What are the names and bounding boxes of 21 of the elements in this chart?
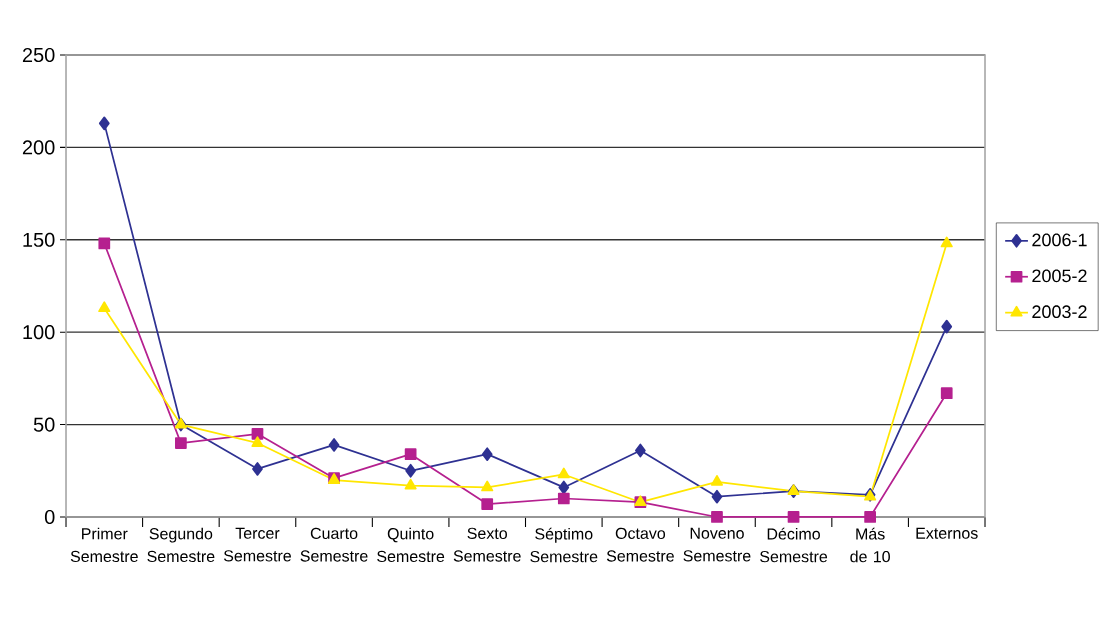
y-tick-label: 150 (23, 232, 55, 247)
y-tick-label: 250 (22, 47, 55, 63)
x-tick-label: Décimo Semestre (760, 527, 828, 563)
legend-label: 2006-1 (1032, 233, 1087, 247)
x-tick-label: Quinto Semestre (377, 527, 445, 563)
x-tick-label: Más de 10 (850, 527, 890, 563)
x-tick-label: Tercer Semestre (223, 527, 291, 562)
x-tick-label: Séptimo Semestre (530, 527, 598, 563)
x-tick-label: Octavo Semestre (606, 527, 674, 562)
legend-label: 2003-2 (1032, 305, 1087, 319)
x-tick-label: Cuarto Semestre (300, 527, 368, 562)
x-tick-label: Segundo Semestre (147, 527, 215, 563)
y-tick-label: 0 (44, 509, 55, 525)
x-tick-label: Primer Semestre (70, 527, 138, 563)
y-tick-label: 50 (33, 417, 55, 432)
x-tick-label: Externos (916, 527, 978, 539)
y-tick-label: 100 (23, 325, 55, 340)
y-tick-label: 200 (22, 140, 55, 155)
x-tick-label: Noveno Semestre (683, 527, 751, 562)
x-tick-label: Sexto Semestre (453, 527, 521, 562)
legend-label: 2005-2 (1032, 269, 1087, 283)
